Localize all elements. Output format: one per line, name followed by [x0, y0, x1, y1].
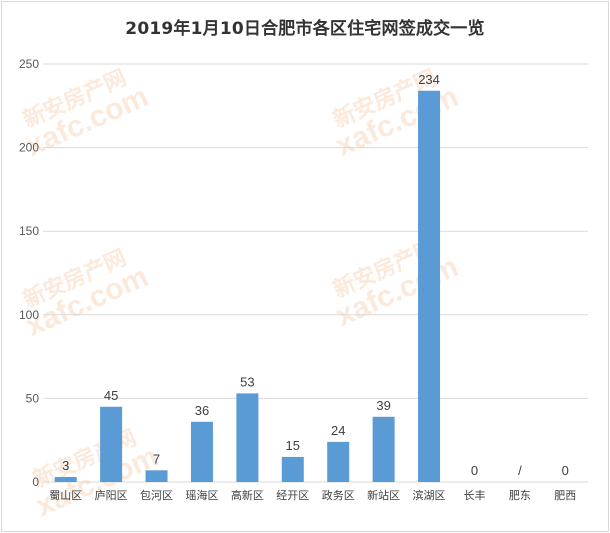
- data-label: 24: [331, 423, 345, 438]
- x-tick-label: 高新区: [231, 488, 264, 502]
- x-tick-label: 滨湖区: [413, 488, 446, 502]
- x-tick-label: 肥东: [509, 489, 531, 502]
- data-label: 234: [418, 72, 440, 87]
- x-tick-label: 政务区: [322, 488, 355, 502]
- x-tick-label: 经开区: [276, 489, 309, 502]
- chart-title: 2019年1月10日合肥市各区住宅网签成交一览: [125, 19, 485, 39]
- x-tick-label: 长丰: [463, 489, 485, 502]
- data-label: 53: [240, 374, 254, 389]
- data-label: 39: [376, 398, 390, 413]
- bar: [54, 476, 77, 482]
- x-tick-label: 肥西: [554, 489, 576, 502]
- y-tick-label: 100: [19, 308, 39, 322]
- x-tick-label: 瑶海区: [185, 488, 218, 502]
- bar: [100, 406, 123, 482]
- x-tick-label: 庐阳区: [95, 488, 128, 502]
- bar: [236, 393, 259, 482]
- data-label: 0: [562, 463, 569, 478]
- data-label: 36: [195, 403, 209, 418]
- y-tick-label: 0: [32, 475, 39, 489]
- bar: [372, 416, 395, 482]
- x-tick-label: 包河区: [140, 489, 173, 502]
- data-label: /: [518, 463, 522, 478]
- bar: [145, 470, 168, 482]
- data-label: 15: [286, 438, 300, 453]
- bar: [327, 441, 350, 482]
- bar: [281, 456, 304, 482]
- x-tick-label: 新站区: [367, 488, 400, 502]
- y-tick-label: 50: [26, 391, 40, 405]
- bar: [190, 421, 213, 482]
- y-tick-label: 250: [19, 57, 39, 71]
- data-label: 45: [104, 388, 118, 403]
- y-tick-label: 150: [19, 224, 39, 238]
- data-label: 7: [153, 451, 160, 466]
- y-tick-label: 200: [19, 141, 39, 155]
- data-label: 3: [62, 458, 69, 473]
- bar: [418, 90, 441, 482]
- data-label: 0: [471, 463, 478, 478]
- x-tick-label: 蜀山区: [49, 489, 82, 502]
